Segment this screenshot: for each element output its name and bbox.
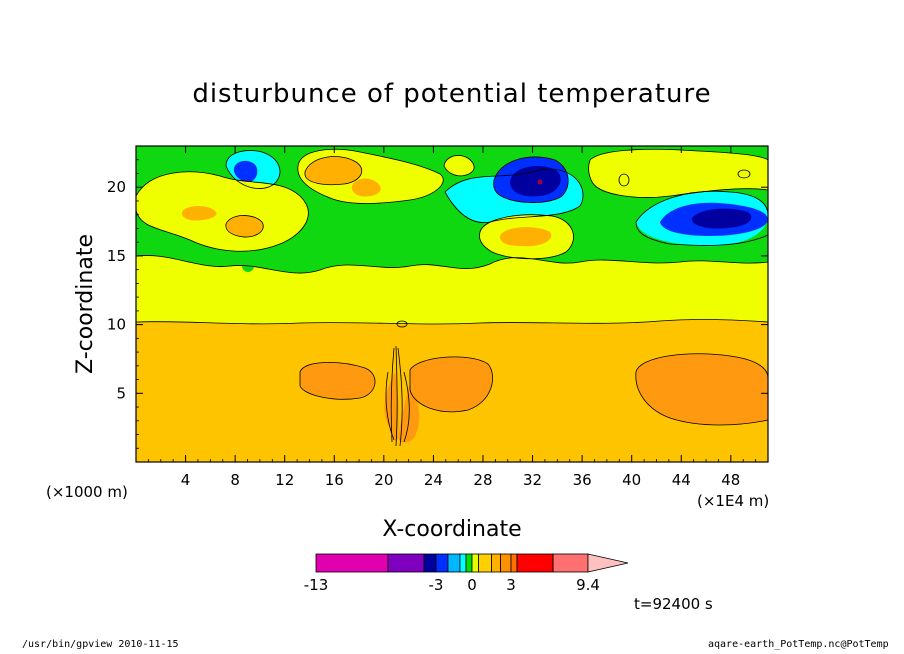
yellow-region	[444, 155, 475, 176]
x-unit-left: (×1000 m)	[46, 483, 128, 501]
x-tick-label: 20	[374, 471, 393, 489]
x-tick-label: 12	[275, 471, 294, 489]
blue-region	[233, 160, 258, 183]
colorbar-segment	[478, 553, 492, 573]
colorbar-segment	[491, 553, 502, 573]
plot-frame	[135, 145, 769, 463]
colorbar-segment	[510, 553, 518, 573]
colorbar-segment	[435, 553, 449, 573]
plume-contours	[385, 345, 410, 447]
y-tick-label: 10	[107, 316, 126, 334]
colorbar-segment	[459, 553, 467, 573]
colorbar-segment	[447, 553, 461, 573]
colorbar-segment	[471, 553, 479, 573]
x-axis: 4 8 12 16 20 24 28 32 36 40 44 48	[147, 146, 757, 489]
x-tick-label: 28	[473, 471, 492, 489]
orange-region	[181, 206, 217, 221]
colorbar-label: -13	[304, 576, 329, 594]
x-tick-label: 8	[230, 471, 240, 489]
green-patch	[306, 195, 335, 212]
core-dot	[537, 179, 543, 185]
y-tick-label: 15	[107, 247, 126, 265]
colorbar-extension	[587, 553, 629, 573]
x-unit-right: (×1E4 m)	[697, 492, 769, 510]
contour-lines	[136, 148, 768, 426]
colorbar-segment	[315, 553, 389, 573]
colorbar-segment	[516, 553, 554, 573]
x-tick-label: 32	[523, 471, 542, 489]
x-axis-label: X-coordinate	[382, 517, 521, 542]
x-tick-label: 44	[672, 471, 691, 489]
colorbar-segment	[387, 553, 425, 573]
warm-blob	[300, 362, 376, 400]
footer-command: /usr/bin/gpview 2010-11-15	[22, 639, 179, 650]
colorbar-segment	[423, 553, 437, 573]
y-axis-label: Z-coordinate	[73, 234, 98, 374]
y-axis: 5 10 15 20	[107, 159, 768, 449]
contour-field	[136, 146, 768, 462]
x-tick-label: 24	[424, 471, 443, 489]
yellow-region	[588, 149, 768, 198]
colorbar-label: 0	[467, 576, 477, 594]
colorbar-segment	[465, 553, 473, 573]
x-tick-label: 36	[573, 471, 592, 489]
yellow-region	[136, 171, 309, 252]
x-tick-label: 4	[181, 471, 191, 489]
colorbar-label: 3	[506, 576, 516, 594]
y-tick-label: 5	[116, 384, 126, 402]
footer-source: aqare-earth_PotTemp.nc@PotTemp	[708, 639, 889, 650]
colorbar-segment	[500, 553, 512, 573]
x-tick-label: 16	[325, 471, 344, 489]
colorbar-label: 9.4	[576, 576, 600, 594]
orange-region	[225, 215, 264, 238]
warm-blob	[410, 356, 493, 412]
y-tick-label: 20	[107, 178, 126, 196]
colorbar-segment	[552, 553, 589, 573]
plume	[398, 382, 420, 443]
colorbar: -13 -3 0 3 9.4	[304, 553, 629, 594]
orange-region	[304, 156, 362, 185]
colorbar-label: -3	[429, 576, 444, 594]
x-tick-label: 48	[721, 471, 740, 489]
x-tick-label: 40	[622, 471, 641, 489]
chart-title: disturbunce of potential temperature	[192, 79, 711, 109]
darkblue-core	[691, 208, 752, 229]
orange-region	[499, 227, 552, 247]
warm-blob	[635, 353, 768, 425]
orange-region	[351, 178, 381, 197]
time-annotation: t=92400 s	[634, 595, 713, 613]
